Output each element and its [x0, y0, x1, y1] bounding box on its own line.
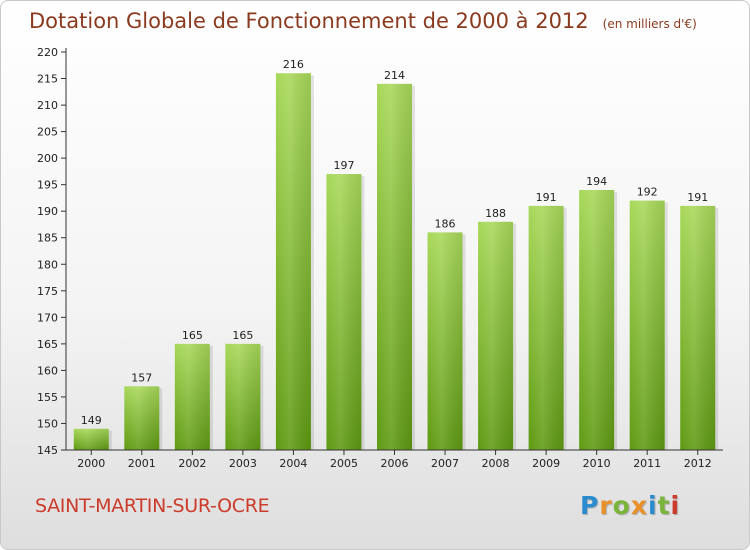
x-tick-label: 2002: [178, 457, 206, 470]
bar-highlight: [225, 343, 261, 450]
bar-highlight: [579, 189, 615, 450]
bar-value-label: 165: [182, 329, 203, 342]
x-tick-label: 2012: [684, 457, 712, 470]
x-tick-label: 2004: [279, 457, 307, 470]
x-tick-label: 2000: [77, 457, 105, 470]
bar-value-label: 188: [485, 207, 506, 220]
x-tick-label: 2003: [229, 457, 257, 470]
bar-value-label: 165: [232, 329, 253, 342]
x-tick-label: 2008: [482, 457, 510, 470]
bar-value-label: 149: [81, 414, 102, 427]
y-tick-label: 205: [37, 126, 58, 139]
y-tick-label: 145: [37, 444, 58, 457]
logo-letter: i: [648, 491, 658, 520]
bar-highlight: [680, 205, 716, 450]
y-tick-label: 195: [37, 179, 58, 192]
bar-highlight: [528, 205, 564, 450]
bar-highlight: [427, 232, 463, 450]
x-tick-label: 2011: [633, 457, 661, 470]
bar-value-label: 214: [384, 69, 405, 82]
bar-highlight: [73, 428, 109, 450]
y-tick-label: 215: [37, 73, 58, 86]
y-tick-label: 185: [37, 232, 58, 245]
logo-letter: P: [580, 491, 600, 520]
bar-highlight: [377, 83, 412, 450]
chart-subtitle: (en milliers d'€): [602, 17, 697, 31]
x-tick-label: 2001: [128, 457, 156, 470]
bar-highlight: [174, 343, 210, 450]
x-tick-label: 2007: [431, 457, 459, 470]
y-tick-label: 155: [37, 391, 58, 404]
bar-value-label: 197: [333, 159, 354, 172]
chart-title: Dotation Globale de Fonctionnement de 20…: [29, 9, 697, 33]
chart-title-text: Dotation Globale de Fonctionnement de 20…: [29, 9, 589, 33]
y-tick-label: 190: [37, 205, 58, 218]
bar-highlight: [326, 174, 362, 450]
y-tick-label: 170: [37, 311, 58, 324]
bars-group: 149 157 165 165 216 197 214 186 188 191 194 192 191: [73, 58, 719, 450]
logo-letter: r: [599, 491, 613, 520]
logo-letter: o: [612, 491, 631, 520]
bar-value-label: 192: [637, 186, 658, 199]
bar-value-label: 191: [687, 191, 708, 204]
bar-value-label: 216: [283, 58, 304, 71]
y-tick-label: 165: [37, 338, 58, 351]
x-tick-label: 2009: [532, 457, 560, 470]
y-tick-label: 210: [37, 99, 58, 112]
proxiti-logo: Proxiti: [580, 491, 680, 520]
y-tick-label: 200: [37, 152, 58, 165]
x-tick-label: 2006: [381, 457, 409, 470]
bar-highlight: [275, 73, 311, 450]
bar-highlight: [124, 386, 160, 450]
y-tick-label: 150: [37, 417, 58, 430]
y-tick-label: 180: [37, 258, 58, 271]
logo-letter: i: [670, 491, 681, 520]
bar-value-label: 186: [435, 217, 456, 230]
bar-highlight: [478, 221, 514, 450]
logo-letter: t: [657, 491, 671, 520]
x-tick-label: 2005: [330, 457, 358, 470]
x-axis: 2000 2001 2002 2003 2004 2005 2006 2007 2008 2009…: [66, 449, 723, 470]
bar-highlight: [629, 200, 665, 450]
bar-value-label: 194: [586, 175, 607, 188]
y-tick-label: 160: [37, 364, 58, 377]
x-tick-label: 2010: [583, 457, 611, 470]
commune-name: SAINT-MARTIN-SUR-OCRE: [35, 495, 270, 517]
y-tick-label: 175: [37, 285, 58, 298]
y-tick-label: 220: [37, 46, 58, 59]
y-axis: 145 150 155 160 165 170 175 180 185 190 195 200 205 2…: [37, 46, 67, 457]
logo-letter: x: [630, 491, 648, 520]
bar-value-label: 157: [131, 371, 152, 384]
bar-value-label: 191: [536, 191, 557, 204]
